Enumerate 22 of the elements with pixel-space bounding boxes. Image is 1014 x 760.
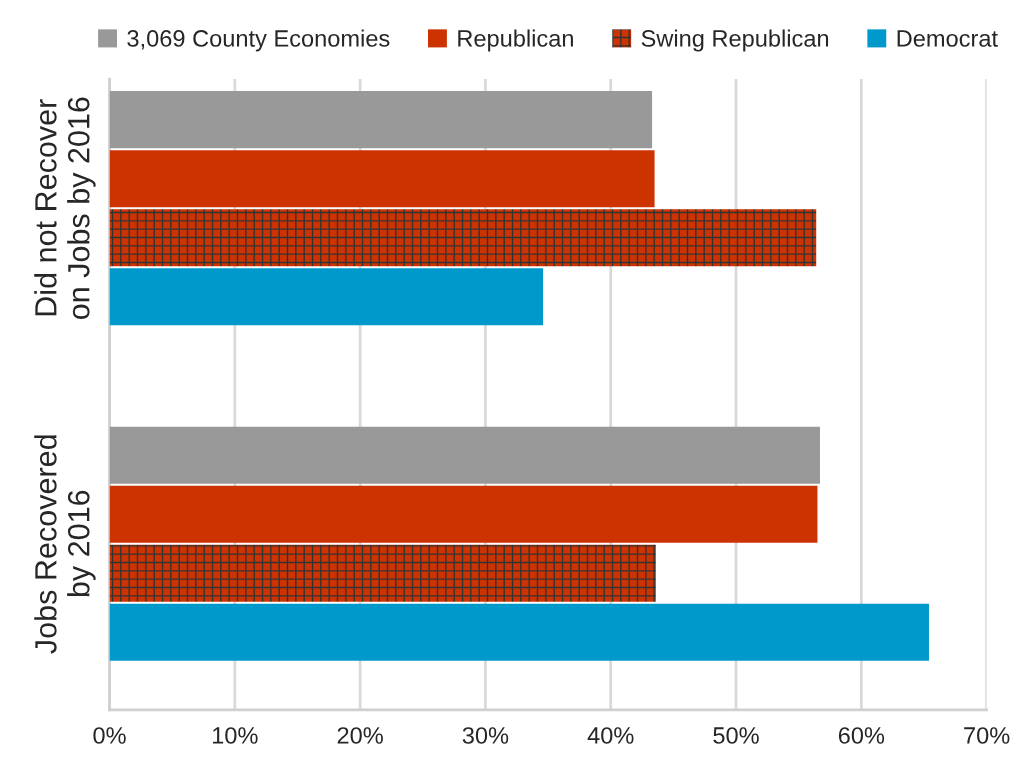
bar xyxy=(109,603,929,661)
x-tick-label: 50% xyxy=(713,727,759,744)
legend-label: Democrat xyxy=(897,30,998,47)
x-tick-label: 40% xyxy=(587,727,634,744)
bar xyxy=(109,268,544,326)
x-tick-label: 30% xyxy=(462,727,509,744)
bar xyxy=(109,485,818,543)
legend-label: Swing Republican xyxy=(641,29,829,52)
x-tick-label: 0% xyxy=(93,727,126,744)
bar xyxy=(109,91,653,149)
x-tick-label: 10% xyxy=(212,727,258,744)
legend-label: 3,069 County Economies xyxy=(127,29,390,52)
x-tick-label: 60% xyxy=(838,727,885,744)
bar xyxy=(109,544,656,602)
bar xyxy=(109,150,655,208)
bar xyxy=(109,209,817,267)
bar xyxy=(109,426,820,484)
legend-label: Republican xyxy=(458,29,573,52)
x-tick-label: 20% xyxy=(337,727,383,744)
y-tick-label: Did not Recover on Jobs by 2016 xyxy=(34,97,96,320)
y-tick-label: Jobs Recovered by 2016 xyxy=(34,435,96,654)
x-tick-label: 70% xyxy=(964,727,1010,744)
